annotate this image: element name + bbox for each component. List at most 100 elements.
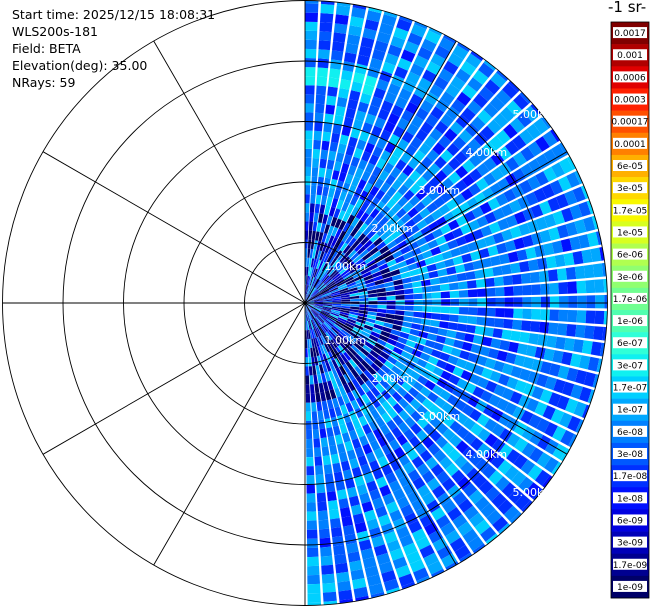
ray-gate [398, 370, 409, 381]
ray-gate [525, 345, 537, 357]
ray-gate [331, 296, 341, 300]
ray-gate [410, 24, 427, 38]
ray-gate [350, 399, 360, 410]
ray-gate [444, 337, 455, 347]
ray-gate [316, 492, 327, 503]
ray-gate [350, 156, 360, 168]
ray-gate [467, 352, 479, 364]
ray-gate [463, 262, 475, 272]
ray-gate [546, 335, 557, 348]
ray-gate [327, 86, 338, 97]
ray-gate [313, 298, 323, 302]
ray-gate [313, 130, 322, 141]
ray-gate [407, 32, 423, 46]
ray-gate [305, 176, 311, 186]
ray-gate [389, 548, 405, 561]
ray-gate [466, 467, 481, 482]
colorbar-tick-label: 1.7e-09 [613, 561, 648, 571]
ray-gate [384, 91, 397, 104]
ray-gate [396, 208, 407, 219]
ray-gate [305, 3, 319, 13]
ray-gate [406, 550, 422, 565]
ray-gate [322, 308, 332, 312]
ray-gate [453, 339, 464, 349]
ray-gate [440, 223, 452, 235]
ray-gate [357, 179, 367, 190]
ray-gate [353, 72, 366, 84]
ray-gate [340, 354, 349, 364]
ray-gate [357, 261, 367, 269]
ray-gate [403, 428, 415, 441]
ray-gate [305, 303, 312, 310]
ray-gate [328, 206, 336, 217]
ray-gate [432, 299, 442, 306]
ray-gate [449, 306, 460, 314]
ray-gate [398, 398, 409, 409]
ray-gate [358, 539, 372, 551]
ray-gate [475, 238, 487, 250]
ray-gate [428, 270, 439, 279]
ray-gate [361, 170, 371, 182]
ray-gate [482, 464, 497, 479]
ray-gate [339, 134, 349, 145]
ray-gate [391, 426, 403, 439]
ray-gate [446, 266, 457, 275]
ray-gate [404, 416, 416, 428]
ray-gate [359, 435, 369, 447]
ray-gate [498, 373, 510, 386]
ray-gate [357, 350, 367, 360]
ray-gate [477, 443, 491, 457]
ray-gate [336, 443, 346, 454]
ray-gate [412, 287, 423, 294]
ray-gate [446, 143, 460, 157]
ray-gate [383, 121, 396, 134]
ray-gate [349, 331, 359, 340]
ray-gate [557, 224, 569, 239]
ray-gate [442, 499, 457, 514]
ray-gate [378, 170, 390, 182]
ray-gate [312, 328, 317, 338]
ray-gate [321, 233, 328, 243]
ray-gate [468, 373, 481, 385]
range-ring-label: 3.00km [419, 184, 461, 197]
ray-gate [330, 246, 337, 256]
ray-gate [377, 304, 387, 309]
ray-gate [366, 10, 382, 23]
ray-gate [574, 170, 583, 185]
ray-gate [509, 199, 522, 213]
ray-gate [500, 106, 516, 122]
ray-gate [331, 527, 343, 538]
ray-gate [352, 578, 367, 590]
ray-gate [309, 267, 313, 277]
ray-gate [325, 104, 336, 115]
ray-gate [503, 123, 518, 139]
ray-gate [465, 123, 480, 137]
ray-gate [447, 507, 462, 522]
ray-gate [314, 279, 320, 288]
ray-gate [318, 49, 330, 60]
ray-gate [424, 380, 436, 391]
ray-gate [472, 543, 486, 554]
ray-gate [341, 232, 350, 243]
ray-gate [380, 205, 391, 216]
ray-gate [534, 346, 546, 360]
ray-gate [314, 337, 320, 347]
ray-gate [308, 257, 312, 268]
ray-gate [348, 237, 357, 247]
ray-gate [376, 241, 387, 251]
ray-gate [368, 297, 378, 301]
ray-gate [313, 305, 323, 309]
ray-gate [371, 49, 386, 62]
ray-gate [430, 246, 442, 256]
ray-gate [545, 255, 557, 269]
ray-gate [320, 324, 327, 334]
ray-gate [452, 45, 469, 60]
ray-gate [326, 215, 333, 226]
ray-gate [399, 15, 413, 24]
ray-gate [422, 250, 433, 259]
ray-gate [349, 458, 360, 469]
ray-gate [312, 347, 317, 357]
ray-gate [306, 484, 316, 494]
ray-gate [507, 251, 519, 263]
ray-gate [305, 330, 307, 340]
